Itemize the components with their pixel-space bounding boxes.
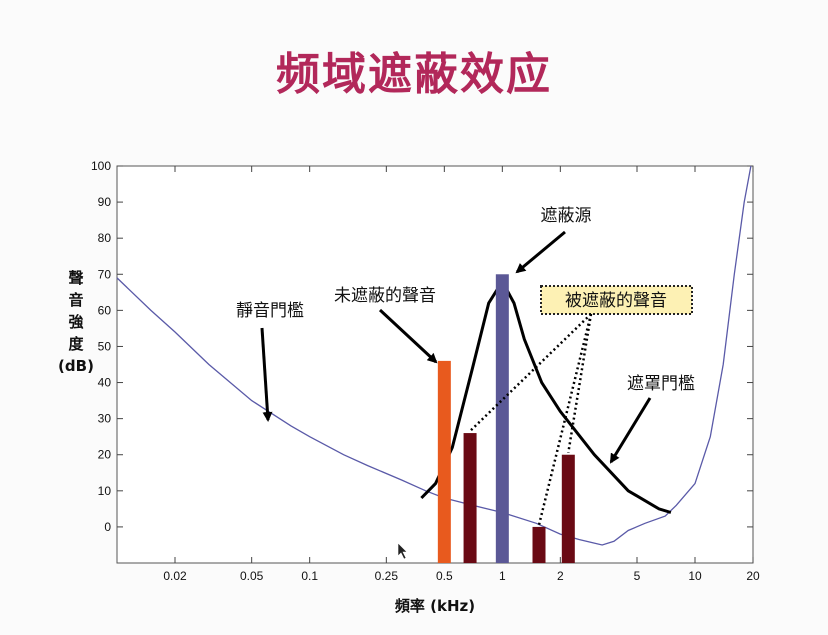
- quiet-threshold-label: 靜音門檻: [236, 301, 304, 321]
- bar-masked: [532, 526, 546, 563]
- y-tick-label: 90: [98, 195, 112, 209]
- masker-label: 遮蔽源: [541, 206, 592, 226]
- masked-sound-box: [540, 285, 693, 315]
- y-tick-label: 80: [98, 231, 112, 245]
- y-tick-label: 40: [98, 376, 112, 390]
- x-tick-label: 0.25: [375, 569, 399, 583]
- quiet-threshold-arrow: [260, 327, 273, 422]
- y-tick-label: 70: [98, 267, 112, 281]
- x-tick-label: 0.1: [301, 569, 318, 583]
- y-tick-label: 0: [104, 520, 111, 534]
- unmasked-sound-label: 未遮蔽的聲音: [334, 286, 436, 306]
- y-axis-label: 度: [68, 335, 84, 353]
- mouse-cursor-icon: [397, 542, 408, 560]
- y-tick-label: 30: [98, 412, 112, 426]
- bar-unmasked: [437, 360, 451, 563]
- y-axis-label: 聲: [68, 269, 83, 287]
- masked-pointer-line: [567, 313, 593, 453]
- bar-masked: [561, 454, 575, 563]
- x-tick-label: 1: [499, 569, 506, 583]
- y-tick-label: 100: [91, 159, 111, 173]
- y-tick-label: 60: [98, 303, 112, 317]
- masked-sound-label: 被遮蔽的聲音: [565, 291, 667, 311]
- x-tick-label: 0.02: [163, 569, 187, 583]
- x-axis-label: 頻率 (kHz): [395, 597, 475, 615]
- masked-pointer-line: [469, 313, 592, 432]
- masking-threshold-label: 遮罩門檻: [627, 374, 695, 394]
- y-axis-label: (dB): [58, 357, 94, 375]
- bar-masker: [495, 274, 509, 563]
- unmasked-sound-arrow: [378, 308, 438, 364]
- x-tick-label: 10: [688, 569, 702, 583]
- y-axis-label: 音: [68, 291, 83, 309]
- x-tick-label: 5: [634, 569, 641, 583]
- y-tick-label: 20: [98, 448, 112, 462]
- x-tick-label: 0.5: [436, 569, 453, 583]
- bar-masked: [463, 433, 477, 563]
- masking-threshold-curve: [420, 278, 672, 514]
- plot-frame: [116, 165, 754, 564]
- x-tick-label: 2: [557, 569, 564, 583]
- quiet-threshold-curve: [116, 165, 752, 546]
- masker-arrow: [515, 230, 566, 274]
- y-tick-label: 50: [98, 339, 112, 353]
- masked-pointer-line: [537, 313, 593, 526]
- x-tick-label: 20: [746, 569, 760, 583]
- masking-threshold-arrow: [609, 397, 652, 464]
- slide-title: 频域遮蔽效应: [276, 49, 552, 100]
- y-tick-label: 10: [98, 484, 112, 498]
- x-tick-label: 0.05: [240, 569, 264, 583]
- y-axis-label: 強: [68, 313, 83, 331]
